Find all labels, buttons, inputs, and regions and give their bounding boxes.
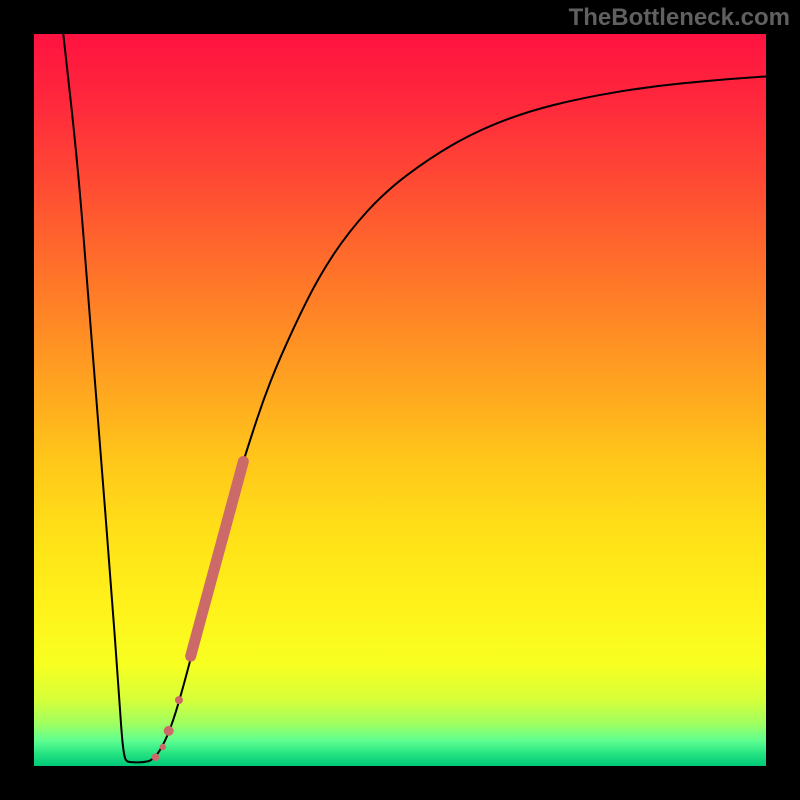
marker-dot: [160, 744, 166, 750]
marker-dot: [152, 753, 160, 761]
source-watermark: TheBottleneck.com: [569, 4, 790, 32]
marker-dot: [164, 726, 174, 736]
marker-dot: [175, 696, 183, 704]
chart-svg: [0, 0, 800, 800]
chart-frame: TheBottleneck.com: [0, 0, 800, 800]
